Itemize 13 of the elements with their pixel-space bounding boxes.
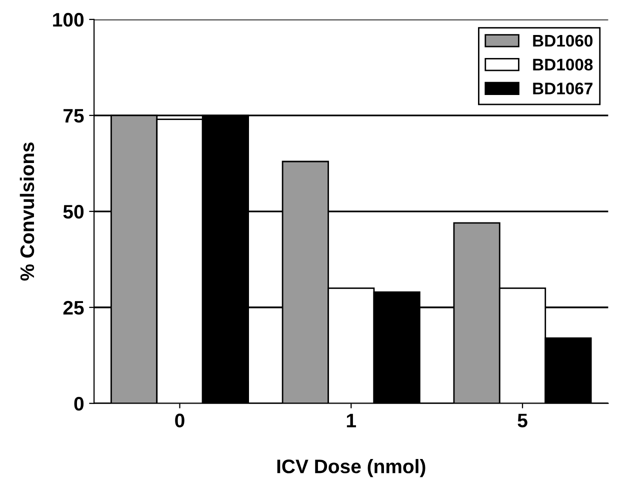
- y-axis-title: % Convulsions: [20, 142, 34, 281]
- y-tick-label: 0: [74, 396, 84, 411]
- y-tick-label: 50: [63, 204, 84, 219]
- x-axis-title: ICV Dose (nmol): [277, 459, 426, 478]
- legend-label: BD1067: [533, 82, 592, 94]
- x-tick-label: 5: [518, 414, 528, 428]
- legend-label: BD1008: [533, 58, 593, 71]
- y-tick-label: 75: [64, 109, 84, 123]
- x-tick-label: 0: [175, 414, 184, 428]
- legend-label: BD1060: [533, 34, 593, 47]
- y-tick-label: 25: [63, 300, 84, 315]
- x-tick-label: 1: [346, 414, 356, 428]
- y-tick-label: 100: [53, 12, 84, 27]
